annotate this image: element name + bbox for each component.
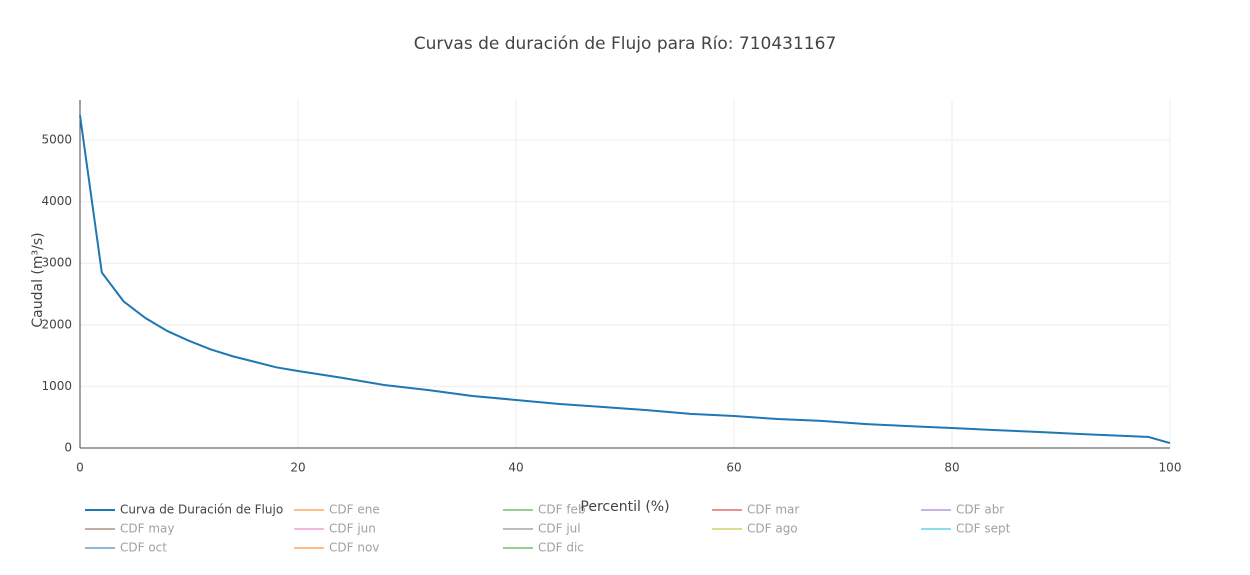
- legend-label[interactable]: CDF oct: [120, 541, 167, 555]
- y-tick-label: 0: [64, 441, 72, 455]
- legend-label[interactable]: CDF ago: [747, 522, 798, 536]
- x-tick-label: 60: [726, 461, 741, 475]
- x-tick-label: 0: [76, 461, 84, 475]
- legend-label[interactable]: CDF dic: [538, 541, 584, 555]
- x-axis-title: Percentil (%): [580, 499, 669, 515]
- y-tick-label: 4000: [41, 194, 72, 208]
- x-tick-label: 80: [944, 461, 959, 475]
- y-tick-label: 3000: [41, 256, 72, 270]
- y-tick-label: 5000: [41, 133, 72, 147]
- data-line: [79, 115, 1171, 445]
- legend-label[interactable]: CDF abr: [956, 503, 1004, 517]
- legend-label[interactable]: CDF jul: [538, 522, 581, 536]
- legend-label[interactable]: CDF nov: [329, 541, 379, 555]
- legend-label[interactable]: CDF mar: [747, 503, 799, 517]
- y-axis-title: Caudal (m³/s): [30, 232, 46, 327]
- legend-label[interactable]: Curva de Duración de Flujo: [120, 503, 283, 517]
- x-tick-label: 40: [508, 461, 523, 475]
- legend-label[interactable]: CDF ene: [329, 503, 380, 517]
- x-tick-label: 20: [290, 461, 305, 475]
- y-tick-label: 1000: [41, 379, 72, 393]
- legend-label[interactable]: CDF may: [120, 522, 174, 536]
- x-tick-label: 100: [1159, 461, 1182, 475]
- legend-label[interactable]: CDF feb: [538, 503, 586, 517]
- legend-label[interactable]: CDF sept: [956, 522, 1011, 536]
- chart-title: Curvas de duración de Flujo para Río: 71…: [414, 34, 837, 54]
- legend-label[interactable]: CDF jun: [329, 522, 376, 536]
- y-tick-label: 2000: [41, 317, 72, 331]
